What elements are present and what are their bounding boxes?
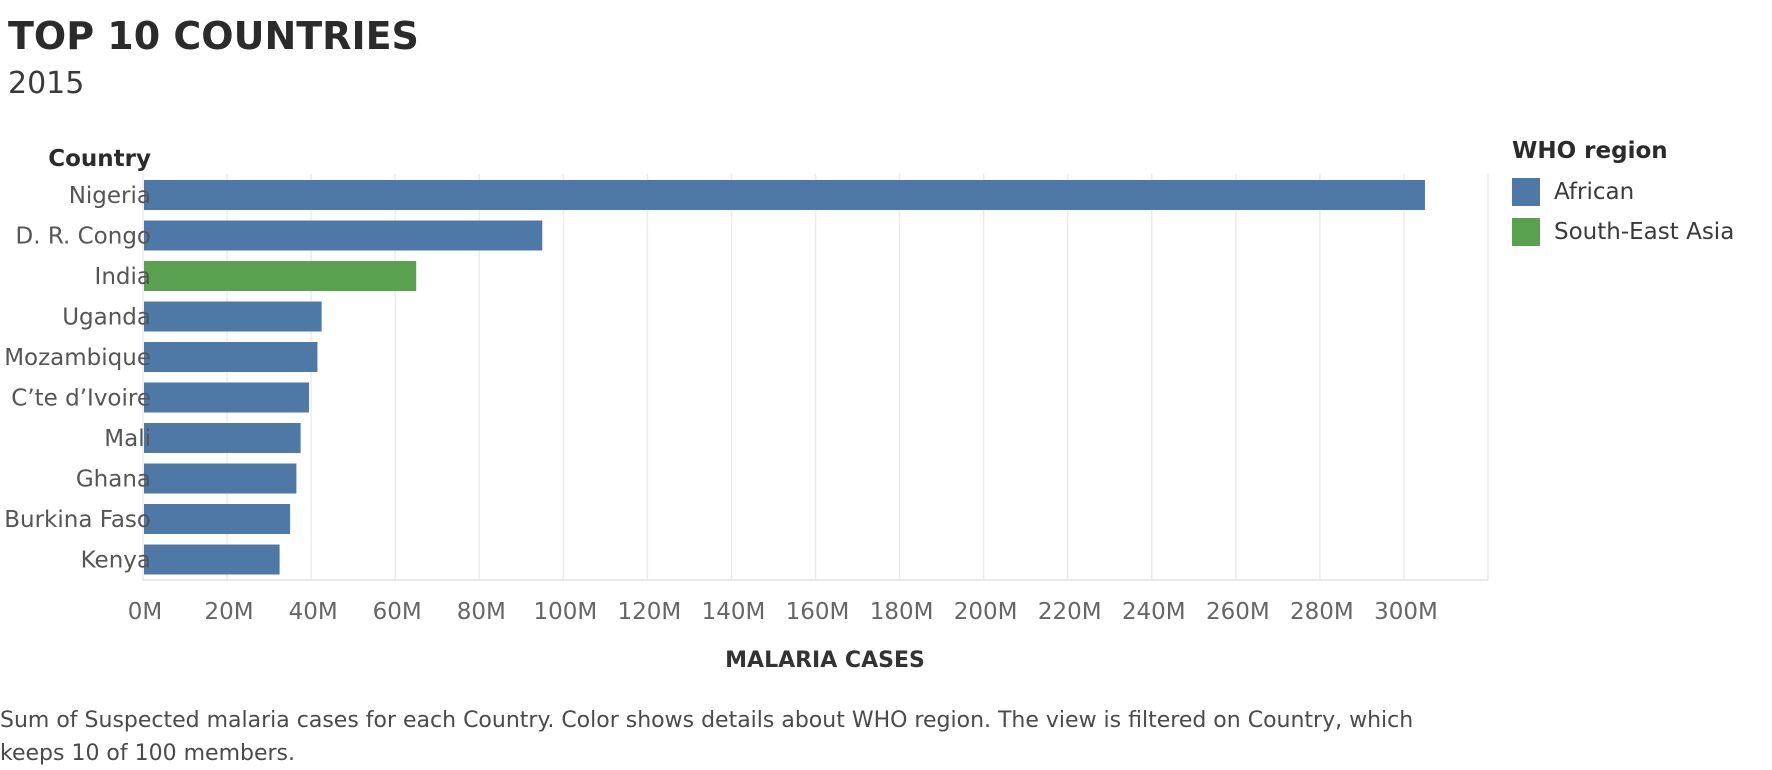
bar[interactable] [144, 504, 291, 534]
x-tick-label: 100M [533, 599, 597, 625]
x-tick-label: 280M [1290, 599, 1354, 625]
chart-subtitle: 2015 [8, 66, 85, 101]
category-label: C’te d’Ivoire [11, 386, 151, 412]
legend-title: WHO region [1512, 138, 1668, 164]
legend-label-african: African [1554, 179, 1635, 205]
bar[interactable] [144, 261, 417, 291]
row-header: Country [48, 146, 151, 172]
x-tick-label: 140M [702, 599, 766, 625]
bar[interactable] [144, 342, 318, 372]
x-tick-label: 0M [128, 599, 162, 625]
x-axis-label: MALARIA CASES [725, 648, 925, 673]
x-tick-label: 120M [618, 599, 682, 625]
bar[interactable] [144, 544, 280, 575]
x-tick-label: 60M [373, 599, 422, 625]
category-label: Nigeria [69, 183, 151, 209]
legend-swatch-african [1512, 178, 1540, 206]
bar-chart: Country Nigeria D. R. Congo India Uganda Moza… [4, 146, 1489, 673]
legend-swatch-south-east-asia [1512, 218, 1540, 246]
category-label: Mali [104, 426, 151, 452]
legend-item-south-east-asia[interactable]: South-East Asia [1512, 212, 1734, 252]
category-label: Uganda [62, 305, 151, 331]
category-label: Ghana [76, 467, 151, 493]
legend: WHO region African South-East Asia [1512, 138, 1734, 252]
x-tick-label: 200M [954, 599, 1018, 625]
category-label: Kenya [81, 548, 151, 574]
category-label: D. R. Congo [16, 224, 152, 250]
legend-label-south-east-asia: South-East Asia [1554, 219, 1735, 245]
bar[interactable] [144, 423, 301, 453]
x-tick-label: 180M [870, 599, 934, 625]
legend-item-african[interactable]: African [1512, 172, 1734, 212]
x-tick-label: 300M [1374, 599, 1438, 625]
bar[interactable] [144, 301, 322, 332]
bar[interactable] [144, 180, 1425, 210]
category-label: Mozambique [4, 345, 151, 371]
bar[interactable] [144, 220, 543, 251]
category-label: India [95, 264, 151, 290]
x-tick-label: 20M [205, 599, 254, 625]
x-tick-label: 160M [786, 599, 850, 625]
x-tick-label: 40M [289, 599, 338, 625]
x-tick-label: 80M [457, 599, 506, 625]
chart-caption: Sum of Suspected malaria cases for each … [0, 708, 1414, 766]
bar[interactable] [144, 382, 310, 413]
category-label: Burkina Faso [4, 507, 151, 533]
x-tick-label: 240M [1122, 599, 1186, 625]
x-tick-label: 260M [1206, 599, 1270, 625]
x-tick-label: 220M [1038, 599, 1102, 625]
bar[interactable] [144, 463, 297, 494]
chart-title: TOP 10 COUNTRIES [8, 14, 419, 58]
